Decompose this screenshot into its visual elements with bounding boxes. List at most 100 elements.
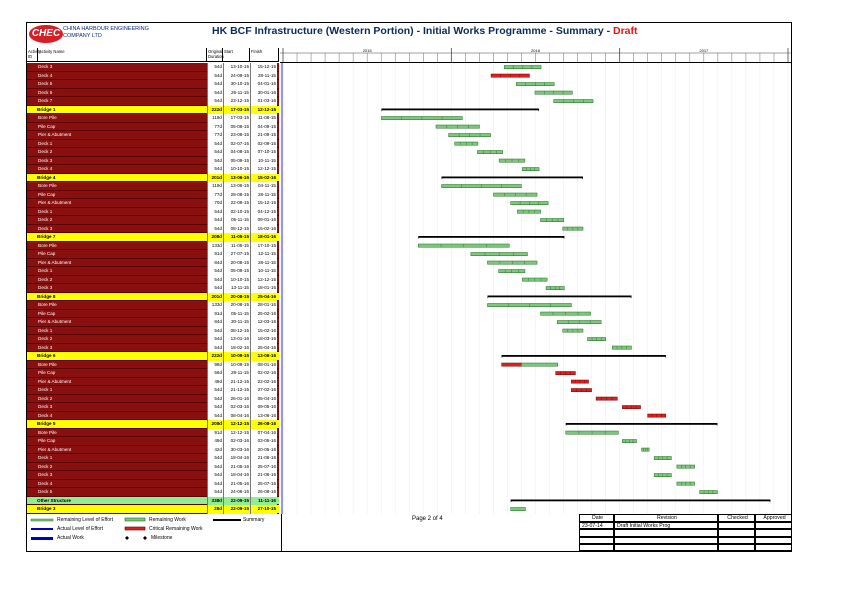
- activity-name: Deck 1: [38, 387, 53, 392]
- activity-row[interactable]: Deck 1 54d 02-10-15 04-12-15: [27, 207, 279, 216]
- activity-start: 22-09-15: [223, 199, 250, 208]
- activity-start: 05-09-15: [223, 267, 250, 276]
- activity-row[interactable]: Pile Cap 91d 05-11-15 25-02-16: [27, 309, 279, 318]
- activity-finish: 10-11-15: [250, 267, 277, 276]
- activity-row[interactable]: Pile Cap 77d 05-06-15 04-09-15: [27, 122, 279, 131]
- activity-row[interactable]: Pier & Abutment 84d 30-11-15 12-03-16: [27, 318, 279, 327]
- gantt-svg: [281, 63, 789, 514]
- activity-row[interactable]: Deck 2 54d 13-01-16 18-03-16: [27, 335, 279, 344]
- activity-row[interactable]: Bore Pile 119d 17-03-15 11-08-15: [27, 114, 279, 123]
- col-header-activity-id[interactable]: Activity ID: [27, 48, 41, 62]
- company-name-line1: CHINA HARBOUR ENGINEERING: [63, 26, 149, 32]
- activity-row[interactable]: Deck 2 54d 10-10-15 12-12-15: [27, 275, 279, 284]
- activity-start: 20-08-15: [223, 258, 250, 267]
- activity-start: 24-06-16: [223, 488, 250, 497]
- activity-duration: 54d: [207, 165, 223, 174]
- activity-row[interactable]: Deck 1 54d 05-09-15 10-11-15: [27, 267, 279, 276]
- activity-duration: 119d: [207, 114, 223, 123]
- activity-start: 28-08-15: [223, 190, 250, 199]
- wbs-summary-row[interactable]: Bridge 7 208d 11-05-15 18-01-16: [27, 233, 279, 242]
- activity-row[interactable]: Deck 4 54d 08-04-16 13-06-16: [27, 411, 279, 420]
- activity-row[interactable]: Deck 2 54d 21-05-16 25-07-16: [27, 462, 279, 471]
- activity-row[interactable]: Deck 1 54d 21-12-15 27-02-16: [27, 386, 279, 395]
- summary-bar[interactable]: [501, 355, 666, 357]
- activity-name: Pier & Abutment: [38, 378, 72, 384]
- activity-row[interactable]: Pier & Abutment 49d 21-12-15 22-02-16: [27, 377, 279, 386]
- activity-finish: 15-02-16: [250, 326, 277, 335]
- activity-row[interactable]: Deck 2 54d 04-08-15 07-10-15: [27, 148, 279, 157]
- col-header-finish[interactable]: Finish: [250, 48, 279, 62]
- summary-bar[interactable]: [418, 236, 565, 238]
- activity-row[interactable]: Bore Pile 133d 11-05-15 17-10-15: [27, 241, 279, 250]
- wbs-summary-row[interactable]: Bridge 1 222d 17-03-15 12-12-15: [27, 105, 279, 114]
- activity-row[interactable]: Bore Pile 98d 10-09-15 08-01-16: [27, 360, 279, 369]
- activity-row[interactable]: Deck 3 54d 08-12-15 15-02-16: [27, 224, 279, 233]
- activity-row[interactable]: Deck 3 54d 18-02-16 25-04-16: [27, 343, 279, 352]
- activity-name: Bore Pile: [38, 429, 57, 435]
- activity-duration: 54d: [207, 326, 223, 335]
- activity-row[interactable]: Bore Pile 133d 20-08-15 28-01-16: [27, 301, 279, 310]
- activity-row[interactable]: Pile Cap 49d 02-03-16 03-05-16: [27, 437, 279, 446]
- legend-swatches: [30, 517, 241, 540]
- activity-start: 18-04-16: [223, 471, 250, 480]
- summary-bar-end-cap: [715, 423, 718, 426]
- activity-row[interactable]: Pier & Abutment 84d 20-08-15 28-11-15: [27, 258, 279, 267]
- wbs-summary-row[interactable]: Bridge 4 201d 13-06-15 15-02-16: [27, 173, 279, 182]
- legend: Remaining Level of Effort Actual Level o…: [27, 514, 281, 551]
- activity-row[interactable]: Deck 7 54d 23-12-15 01-03-16: [27, 97, 279, 106]
- activity-row[interactable]: Deck 1 54d 02-07-15 02-09-15: [27, 139, 279, 148]
- activity-name: Bridge 7: [37, 234, 56, 239]
- wbs-summary-row[interactable]: Bridge 8 201d 20-08-15 25-04-16: [27, 292, 279, 301]
- activity-row[interactable]: Deck 3 54d 18-04-16 21-06-16: [27, 471, 279, 480]
- summary-bar[interactable]: [441, 176, 583, 179]
- activity-row[interactable]: Pier & Abutment 77d 23-06-15 21-09-15: [27, 131, 279, 140]
- wbs-summary-row[interactable]: Bridge 5 208d 12-12-15 26-08-16: [27, 420, 279, 429]
- wbs-summary-row[interactable]: Bridge 3 28d 22-09-15 27-10-15: [27, 505, 279, 514]
- remaining-work-bar[interactable]: [510, 507, 526, 511]
- col-header-duration[interactable]: Original Duration: [207, 48, 224, 62]
- summary-bar[interactable]: [510, 499, 771, 502]
- activity-row[interactable]: Deck 5 54d 30-10-15 04-01-16: [27, 80, 279, 89]
- summary-bar[interactable]: [381, 108, 540, 111]
- critical-work-swatch: [124, 526, 146, 531]
- activity-row[interactable]: Deck 3 54d 13-10-15 15-12-15: [27, 63, 279, 72]
- wbs-summary-row[interactable]: Other Structure 338d 22-09-15 11-11-16: [27, 496, 279, 505]
- activity-finish: 26-08-16: [250, 420, 277, 429]
- col-header-activity-name[interactable]: Activity Name: [38, 48, 207, 62]
- activity-finish: 11-08-15: [250, 114, 277, 123]
- summary-bar[interactable]: [565, 423, 718, 425]
- col-header-start[interactable]: Start: [223, 48, 250, 62]
- activity-row[interactable]: Pier & Abutment 42d 30-03-16 20-05-16: [27, 445, 279, 454]
- activity-row[interactable]: Deck 4 54d 10-10-15 12-12-15: [27, 165, 279, 174]
- legend-milestone: Milestone: [151, 535, 173, 541]
- activity-start: 13-01-16: [223, 335, 250, 344]
- activity-row[interactable]: Deck 6 54d 26-11-15 30-01-16: [27, 88, 279, 97]
- remaining-work-bar[interactable]: [521, 362, 558, 367]
- activity-row[interactable]: Deck 5 54d 24-06-16 26-08-16: [27, 488, 279, 497]
- activity-row[interactable]: Deck 4 54d 24-09-15 28-11-15: [27, 71, 279, 80]
- activity-duration: 208d: [207, 233, 223, 242]
- activity-finish: 18-01-16: [250, 284, 277, 293]
- activity-row[interactable]: Pile Cap 77d 28-08-15 28-11-15: [27, 190, 279, 199]
- activity-row[interactable]: Deck 2 54d 26-01-16 05-04-16: [27, 394, 279, 403]
- activity-name: Pier & Abutment: [38, 132, 72, 137]
- activity-row[interactable]: Deck 2 54d 05-11-15 09-01-16: [27, 216, 279, 225]
- activity-row[interactable]: Pier & Abutment 70d 22-09-15 15-12-15: [27, 199, 279, 208]
- activity-row[interactable]: Pile Cap 91d 27-07-15 12-11-15: [27, 250, 279, 259]
- activity-row[interactable]: Deck 3 54d 02-03-16 09-05-16: [27, 403, 279, 412]
- activity-row[interactable]: Deck 1 54d 18-04-16 21-06-16: [27, 454, 279, 463]
- activity-row[interactable]: Deck 3 54d 05-09-15 10-11-15: [27, 156, 279, 165]
- activity-row[interactable]: Deck 3 54d 13-11-15 18-01-16: [27, 284, 279, 293]
- activity-duration: 54d: [207, 411, 223, 420]
- activity-row[interactable]: Bore Pile 119d 13-06-15 04-11-15: [27, 182, 279, 191]
- activity-row[interactable]: Deck 4 54d 21-05-16 25-07-16: [27, 479, 279, 488]
- critical-work-bar[interactable]: [501, 362, 522, 367]
- activity-row[interactable]: Bore Pile 91d 12-12-15 07-04-16: [27, 428, 279, 437]
- activity-row[interactable]: Deck 1 54d 08-12-15 15-02-16: [27, 326, 279, 335]
- activity-finish: 13-06-16: [250, 411, 277, 420]
- activity-name: Pier & Abutment: [38, 200, 72, 205]
- activity-row[interactable]: Pile Cap 56d 28-11-15 02-02-16: [27, 369, 279, 378]
- wbs-summary-row[interactable]: Bridge 6 222d 10-09-15 13-06-16: [27, 352, 279, 361]
- summary-bar[interactable]: [487, 295, 632, 298]
- activity-start: 23-06-15: [223, 131, 250, 140]
